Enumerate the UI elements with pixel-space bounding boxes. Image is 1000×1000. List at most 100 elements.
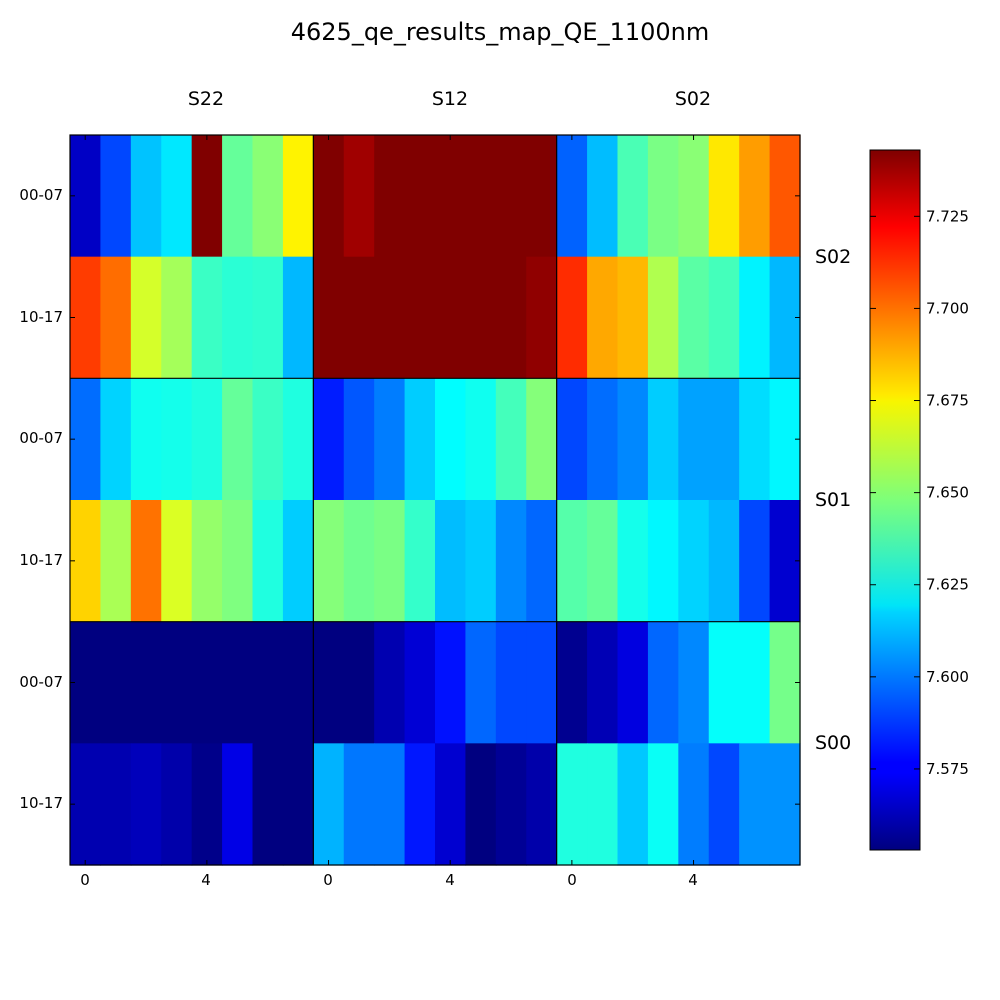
x-tick-label-0: 0 (323, 871, 333, 889)
heatmap-cell (252, 500, 284, 623)
heatmap-cell (617, 378, 649, 501)
heatmap-cell (191, 378, 223, 501)
colorbar-tick-label: 7.600 (926, 668, 969, 686)
heatmap-cell (678, 500, 710, 623)
heatmap-cell (252, 621, 284, 744)
heatmap-cell (404, 135, 436, 258)
y-tick-label-00-07: 00-07 (19, 186, 63, 204)
heatmap-cell (252, 743, 284, 866)
heatmap-cell (252, 256, 284, 379)
chart-title: 4625_qe_results_map_QE_1100nm (291, 18, 710, 46)
heatmap-cell (647, 621, 679, 744)
heatmap-cell (435, 621, 467, 744)
row-label-s01: S01 (815, 489, 851, 511)
heatmap-cell (100, 256, 132, 379)
heatmap-cell (374, 378, 406, 501)
heatmap-cell (100, 621, 132, 744)
heatmap-cell (526, 743, 558, 866)
colorbar-tick-label: 7.675 (926, 392, 969, 410)
heatmap-cell (404, 743, 436, 866)
heatmap-cell (222, 621, 254, 744)
plot-frame (69, 134, 801, 866)
colorbar-tick-label: 7.700 (926, 299, 969, 317)
heatmap-cell (647, 743, 679, 866)
column-label-s12: S12 (432, 88, 468, 110)
x-tick-label-0: 0 (80, 871, 90, 889)
heatmap-cell (343, 378, 375, 501)
heatmap-cell (70, 743, 102, 866)
heatmap-cell (708, 500, 740, 623)
heatmap-cell (495, 500, 527, 623)
colorbar-tick-label: 7.725 (926, 207, 969, 225)
heatmap-cell (435, 743, 467, 866)
heatmap-cell (556, 500, 588, 623)
heatmap-cell (191, 500, 223, 623)
heatmap-cell (465, 621, 497, 744)
heatmap-cell (647, 135, 679, 258)
heatmap-cell (313, 500, 345, 623)
heatmap-cell (587, 256, 619, 379)
heatmap-cell (556, 378, 588, 501)
colorbar-tick-label: 7.575 (926, 760, 969, 778)
heatmap-cell (222, 378, 254, 501)
heatmap-cell (617, 500, 649, 623)
heatmap-cell (526, 378, 558, 501)
heatmap-cell (282, 743, 314, 866)
heatmap-cell (495, 256, 527, 379)
heatmap-cell (222, 135, 254, 258)
heatmap-cell (495, 378, 527, 501)
heatmap-cell (130, 500, 162, 623)
heatmap-cell (313, 256, 345, 379)
heatmap-cell (617, 621, 649, 744)
heatmap-cell (708, 378, 740, 501)
row-label-s00: S00 (815, 732, 851, 754)
heatmap-cell (404, 621, 436, 744)
heatmap-cell (465, 500, 497, 623)
y-tick-label-10-17: 10-17 (19, 308, 63, 326)
heatmap-cell (70, 378, 102, 501)
heatmap-cell (70, 135, 102, 258)
heatmap-cell (222, 743, 254, 866)
heatmap-cell (617, 135, 649, 258)
heatmap-cell (739, 743, 771, 866)
x-tick-label-0: 0 (567, 871, 577, 889)
heatmap-cell (678, 378, 710, 501)
heatmap-cell (191, 256, 223, 379)
heatmap-cell (374, 135, 406, 258)
x-tick-label-4: 4 (201, 871, 211, 889)
heatmap-cell (739, 378, 771, 501)
heatmap-cell (70, 500, 102, 623)
heatmap-cell (130, 378, 162, 501)
column-label-s22: S22 (188, 88, 224, 110)
heatmap-cell (556, 743, 588, 866)
heatmap-cell (161, 378, 193, 501)
heatmap-cell (587, 378, 619, 501)
heatmap-cell (556, 621, 588, 744)
heatmap-cell (495, 743, 527, 866)
heatmap-cell (222, 500, 254, 623)
heatmap-cell (739, 135, 771, 258)
heatmap-cell (678, 621, 710, 744)
heatmap-cell (647, 378, 679, 501)
heatmap-cell (465, 256, 497, 379)
heatmap-cell (130, 621, 162, 744)
heatmap-cell (708, 743, 740, 866)
heatmap-cell (313, 135, 345, 258)
heatmap-cell (161, 621, 193, 744)
heatmap-cell (526, 256, 558, 379)
colorbar (869, 149, 921, 851)
heatmap-cells (70, 135, 801, 866)
y-tick-label-10-17: 10-17 (19, 551, 63, 569)
heatmap-cell (252, 378, 284, 501)
heatmap-cell (739, 500, 771, 623)
heatmap-cell (556, 135, 588, 258)
heatmap-cell (587, 135, 619, 258)
heatmap-cell (404, 500, 436, 623)
heatmap-cell (435, 135, 467, 258)
heatmap-cell (100, 135, 132, 258)
heatmap-cell (161, 743, 193, 866)
heatmap-cell (465, 378, 497, 501)
heatmap-cell (587, 743, 619, 866)
heatmap-cell (708, 135, 740, 258)
y-tick-label-00-07: 00-07 (19, 429, 63, 447)
